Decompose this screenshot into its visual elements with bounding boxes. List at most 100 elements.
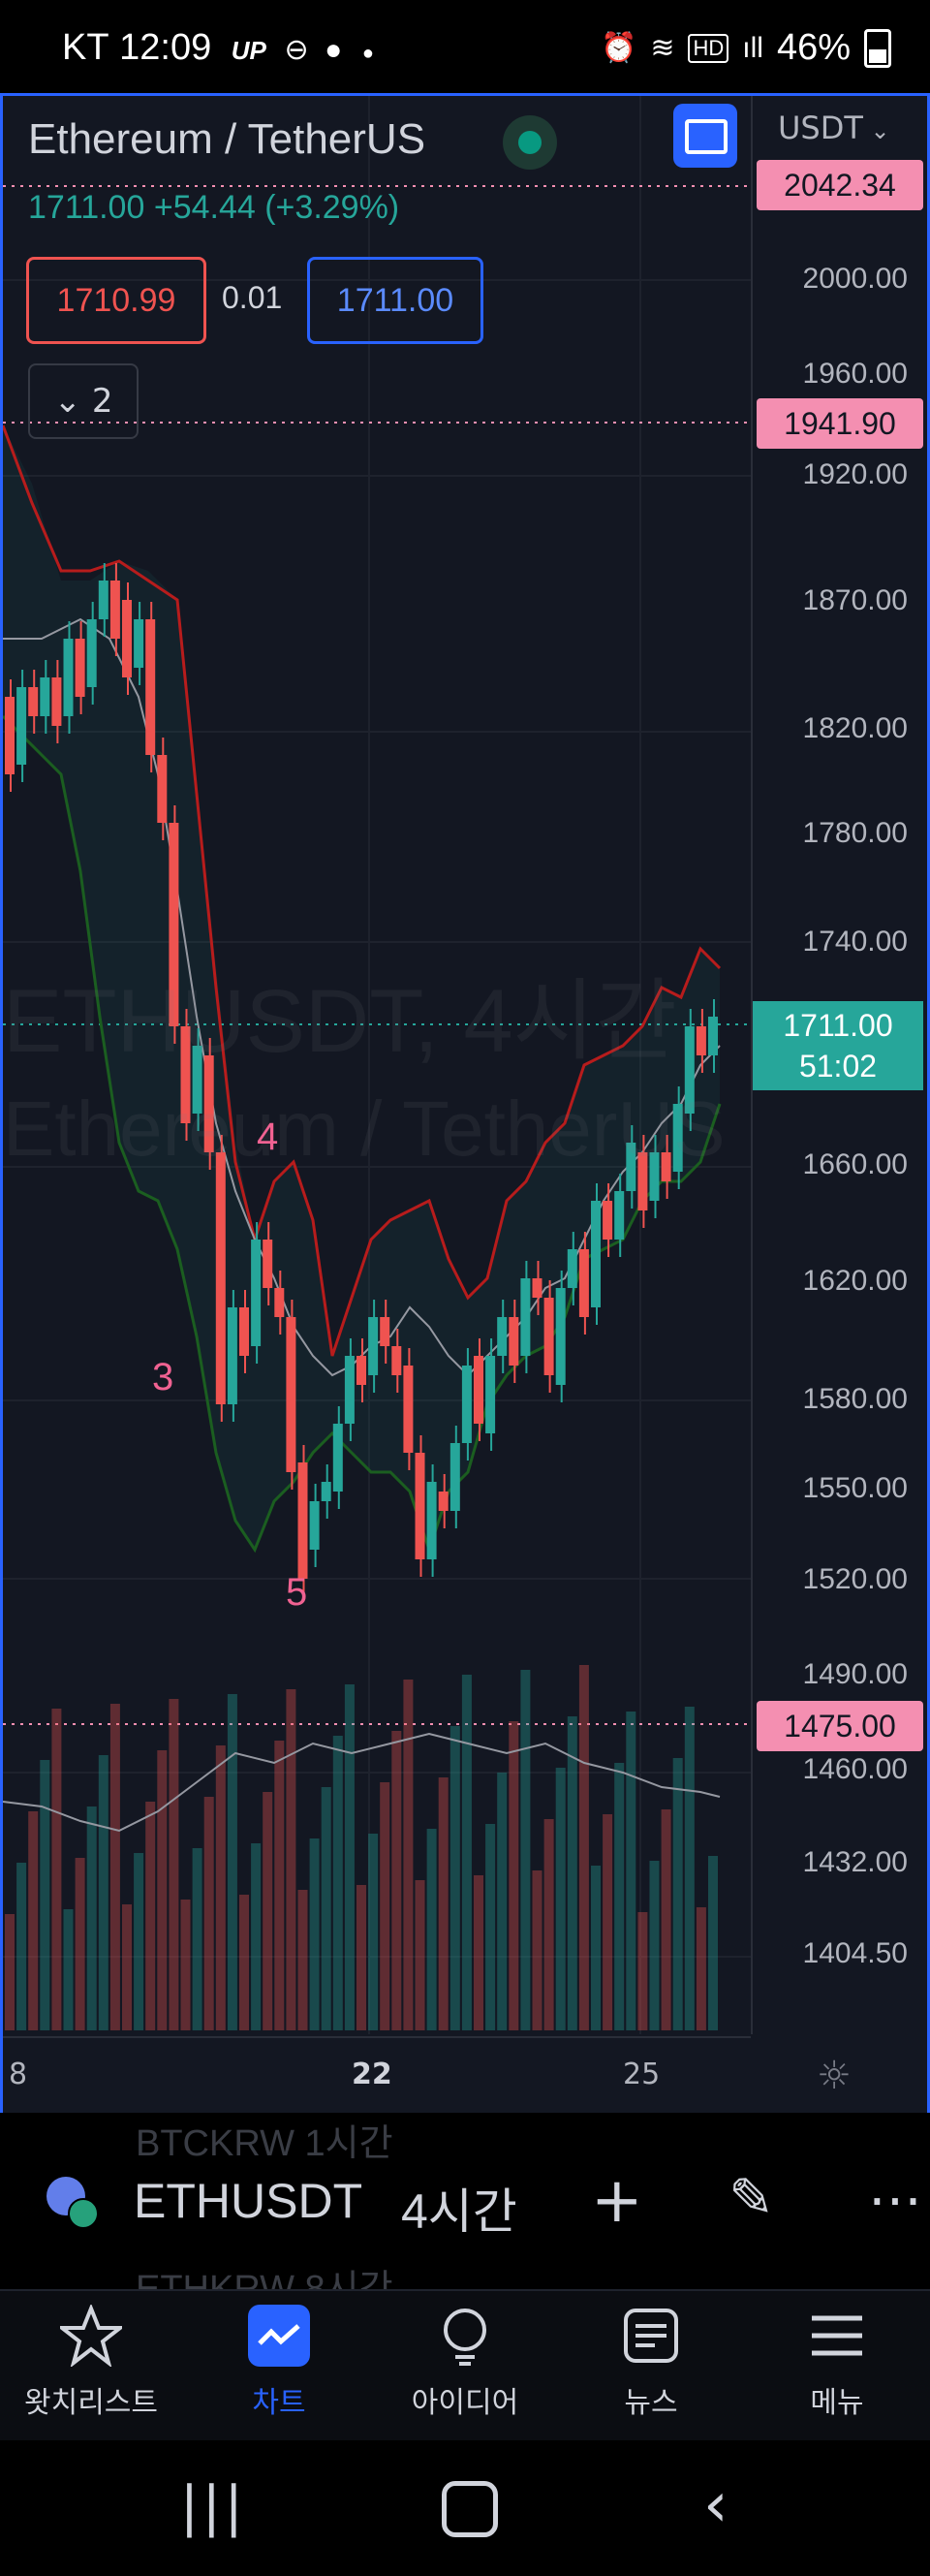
chart-settings-icon[interactable]: ☼ [817, 2054, 852, 2098]
candle [309, 1501, 320, 1550]
candle [263, 1240, 273, 1288]
indicators-toggle-button[interactable]: ⌄ 2 [28, 363, 139, 439]
chart-frame[interactable]: ETHUSDT, 4시간 Ethereum / TetherUS Ethereu… [0, 93, 930, 2119]
news-icon [624, 2309, 678, 2363]
bottom-nav[interactable]: 왓치리스트 차트 아이디어 뉴스 메뉴 [0, 2289, 930, 2442]
volume-bar [86, 1806, 97, 2030]
volume-bar [215, 1745, 226, 2030]
price-tick: 1404.50 [802, 1937, 908, 1969]
time-tick: 25 [623, 2058, 661, 2091]
back-icon[interactable]: ‹ [703, 2469, 728, 2541]
home-icon[interactable] [442, 2481, 498, 2537]
status-right: ⏰ ≋ HD ıll 46% [601, 27, 891, 69]
sell-price-button[interactable]: 1710.99 [26, 257, 206, 344]
price-tick: 1620.00 [802, 1265, 908, 1297]
chevron-down-icon: ⌄ [53, 382, 82, 421]
nav-ideas[interactable]: 아이디어 [378, 2305, 552, 2421]
candle [203, 1055, 214, 1152]
system-nav-bar[interactable]: ||| ‹ [0, 2440, 930, 2576]
battery-percent: 46% [776, 27, 851, 68]
candle [509, 1317, 519, 1366]
symbol-title[interactable]: Ethereum / TetherUS [28, 115, 426, 163]
candle [356, 1356, 366, 1385]
nav-chart[interactable]: 차트 [192, 2305, 366, 2421]
volume-bar [509, 1721, 519, 2030]
candle [157, 755, 168, 823]
volume-bar [532, 1870, 542, 2030]
chart-canvas[interactable] [3, 96, 751, 2034]
volume-bar [391, 1731, 402, 2030]
symbol-strip[interactable]: BTCKRW 1시간 ETHUSDT 4시간 + ✎ ⋯ ETHKRW 8시간 [0, 2113, 930, 2309]
candle [603, 1201, 613, 1240]
candle [286, 1317, 296, 1472]
candle [321, 1482, 331, 1501]
volume-bar [5, 1914, 15, 2030]
add-icon[interactable]: + [591, 2165, 643, 2237]
candle [192, 1046, 202, 1114]
volume-bar [309, 1838, 320, 2030]
candle [75, 639, 85, 697]
candle [5, 697, 15, 774]
price-tick: 1432.00 [802, 1846, 908, 1878]
nav-news[interactable]: 뉴스 [564, 2305, 738, 2421]
volume-bar [122, 1904, 132, 2030]
nav-menu[interactable]: 메뉴 [750, 2305, 924, 2421]
candle [380, 1317, 390, 1346]
volume-bar [98, 1755, 108, 2030]
alarm-icon: ⏰ [600, 32, 637, 64]
candle [40, 677, 50, 716]
candle [391, 1346, 402, 1375]
candle [86, 619, 97, 687]
volume-bar [134, 1853, 144, 2030]
candle [426, 1482, 437, 1559]
recent-apps-icon[interactable]: ||| [180, 2475, 247, 2538]
candle [474, 1356, 483, 1424]
volume-bar [332, 1736, 343, 2030]
candle [215, 1152, 226, 1404]
volume-bar [344, 1684, 355, 2030]
market-open-dot-icon [518, 131, 542, 154]
price-tick: 1490.00 [802, 1658, 908, 1690]
currency-selector[interactable]: USDT ⌄ [778, 110, 890, 146]
nav-watchlist[interactable]: 왓치리스트 [4, 2303, 178, 2421]
drawing-pen-icon[interactable]: ✎ [728, 2167, 774, 2230]
price-tick: 1550.00 [802, 1472, 908, 1504]
volume-bar [461, 1675, 472, 2030]
volume-bar [157, 1750, 168, 2030]
price-axis[interactable]: USDT ⌄ 2042.34 2000.00 1960.00 1941.90 1… [751, 96, 929, 2034]
chart-icon [248, 2305, 310, 2367]
volume-bar [380, 1782, 390, 2030]
candle [51, 677, 62, 726]
symbol-name[interactable]: ETHUSDT [134, 2174, 363, 2228]
volume-bar [251, 1843, 262, 2030]
candle [180, 1026, 191, 1123]
volume-bar [603, 1814, 613, 2030]
volume-bar [109, 1704, 120, 2030]
market-status-indicator[interactable] [503, 115, 557, 170]
buy-price-button[interactable]: 1711.00 [307, 257, 483, 344]
prev-symbol: BTCKRW 1시간 [136, 2123, 393, 2164]
volume-bar [203, 1797, 214, 2030]
signal-icon: ıll [742, 31, 763, 64]
interval-selector[interactable]: 4시간 [401, 2184, 517, 2239]
dnd-icon: ⊖ [284, 34, 309, 66]
more-icon[interactable]: ⋯ [868, 2169, 922, 2232]
volume-bar [591, 1866, 601, 2030]
candle [297, 1462, 308, 1579]
volume-bar [28, 1811, 39, 2030]
candle [274, 1288, 285, 1317]
candle [485, 1356, 496, 1433]
price-change: 1711.00 +54.44 (+3.29%) [28, 189, 400, 226]
watermark-symbol: ETHUSDT, 4시간 [3, 972, 677, 1071]
battery-icon [864, 28, 891, 68]
candle [438, 1492, 449, 1511]
candle [649, 1152, 660, 1201]
time-axis[interactable]: 8 22 25 [3, 2036, 751, 2118]
hd-icon: HD [688, 33, 729, 63]
fullscreen-button[interactable] [673, 104, 737, 168]
volume-bar [672, 1758, 683, 2030]
volume-bar [543, 1819, 554, 2030]
candle [169, 823, 179, 1026]
price-tick: 1960.00 [802, 358, 908, 390]
candle [16, 687, 27, 765]
